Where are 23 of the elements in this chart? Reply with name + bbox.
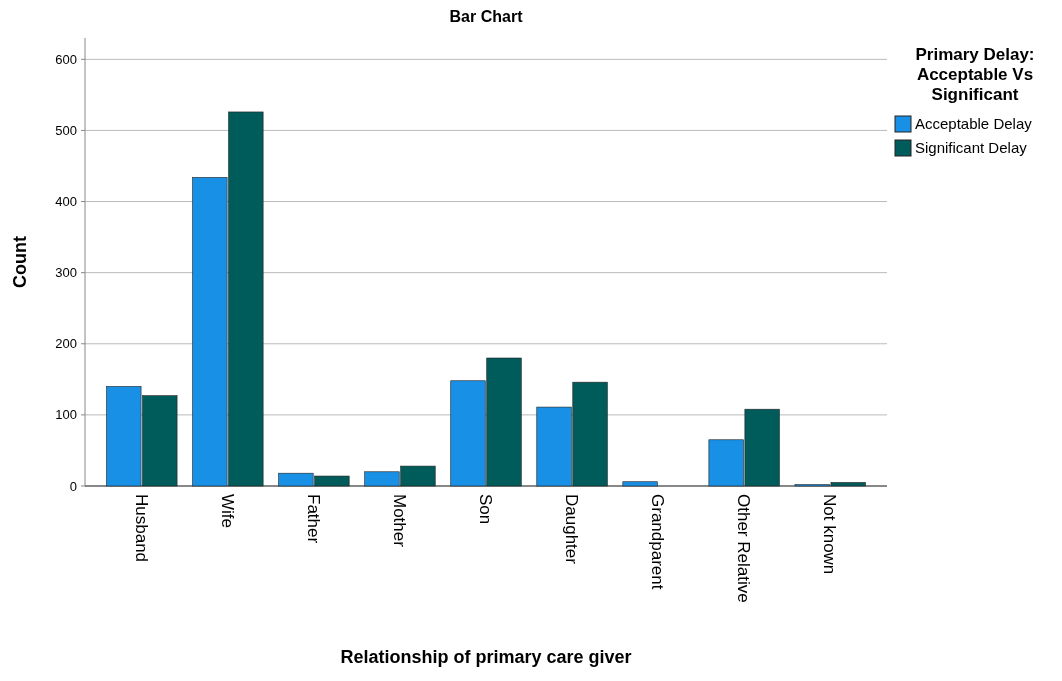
x-tick-label: Mother (390, 494, 409, 548)
chart-title: Bar Chart (449, 8, 524, 25)
y-tick-label: 600 (55, 51, 77, 67)
x-tick-label: Father (303, 494, 323, 544)
x-axis-title: Relationship of primary care giver (340, 647, 632, 667)
x-tick-label: Grandparent (648, 494, 668, 590)
x-tick-label: Wife (217, 494, 237, 528)
x-tick-label: Daughter (562, 494, 582, 565)
x-tick-label: Husband (131, 494, 151, 563)
x-tick-label: Son (476, 494, 496, 525)
y-tick-label: 200 (55, 336, 77, 352)
y-tick-label: 400 (55, 194, 77, 210)
x-tick-label: Other Relative (734, 494, 754, 603)
legend-title: Primary Delay: Acceptable Vs Significant (915, 45, 1035, 104)
y-tick-label: 500 (55, 122, 77, 138)
y-tick-label: 100 (55, 407, 77, 423)
y-axis-title: Count (10, 236, 30, 288)
bar (622, 481, 658, 487)
y-tick-label: 0 (69, 478, 77, 494)
y-tick-label: 300 (55, 265, 77, 281)
legend-label: Significant Delay (915, 139, 1028, 157)
x-tick-label: Not known (820, 494, 840, 575)
legend-label: Acceptable Delay (915, 115, 1033, 133)
